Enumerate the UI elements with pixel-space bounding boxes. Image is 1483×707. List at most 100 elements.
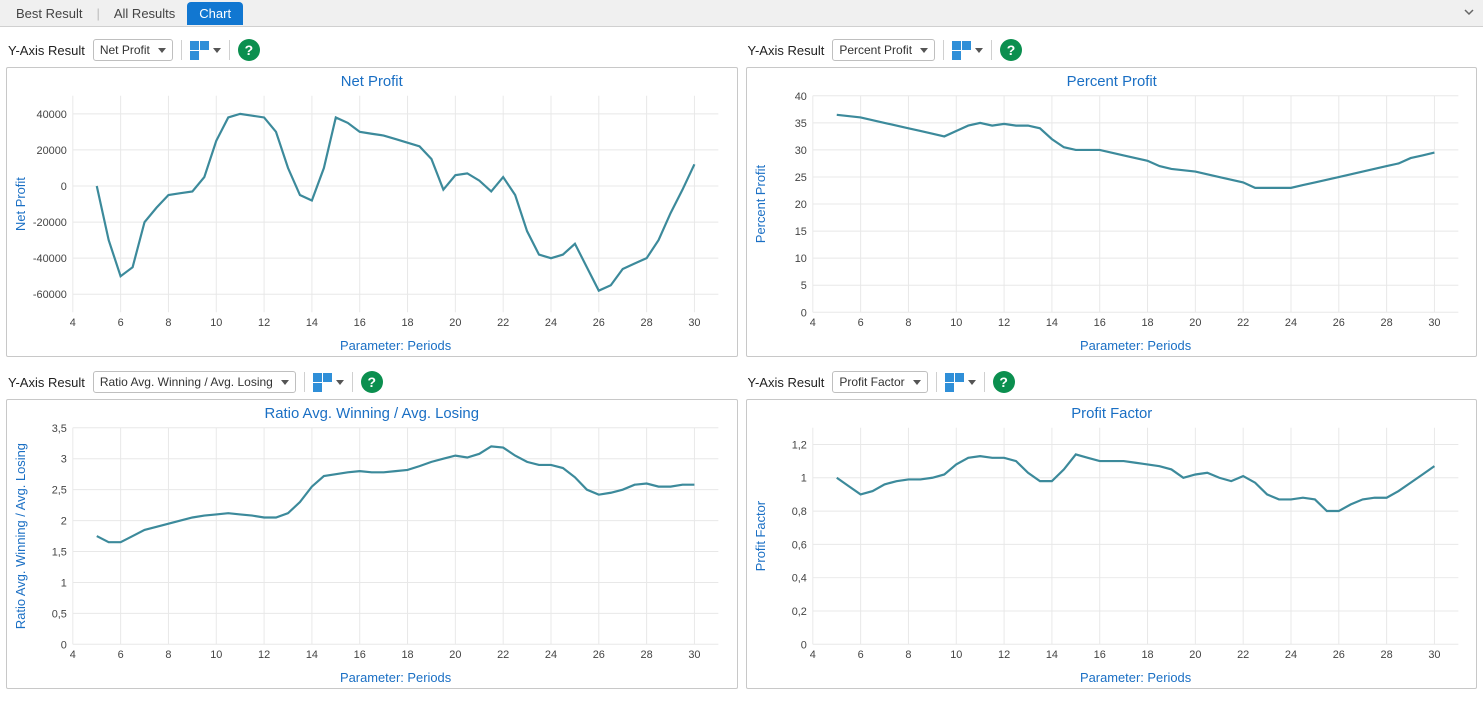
svg-text:20: 20 — [1189, 317, 1201, 329]
svg-text:26: 26 — [1332, 317, 1344, 329]
y-axis-result-label: Y-Axis Result — [748, 375, 825, 390]
y-axis-result-label: Y-Axis Result — [8, 375, 85, 390]
svg-text:28: 28 — [641, 317, 653, 329]
svg-text:26: 26 — [593, 649, 605, 661]
svg-text:30: 30 — [1428, 649, 1440, 661]
svg-text:6: 6 — [857, 317, 863, 329]
svg-text:40: 40 — [794, 91, 806, 103]
chart-area[interactable]: Ratio Avg. Winning / Avg. Losing00,511,5… — [6, 399, 738, 689]
palette-button[interactable] — [190, 41, 221, 60]
y-axis-result-label: Y-Axis Result — [748, 43, 825, 58]
y-axis-select[interactable]: Ratio Avg. Winning / Avg. Losing — [93, 371, 296, 393]
svg-text:12: 12 — [998, 649, 1010, 661]
svg-text:16: 16 — [354, 649, 366, 661]
svg-text:24: 24 — [545, 649, 557, 661]
chart-panel-2: Y-Axis Result Ratio Avg. Winning / Avg. … — [6, 365, 738, 689]
svg-text:14: 14 — [1045, 649, 1057, 661]
svg-text:16: 16 — [354, 317, 366, 329]
chevron-down-icon — [968, 380, 976, 385]
svg-text:10: 10 — [950, 649, 962, 661]
svg-text:10: 10 — [210, 649, 222, 661]
svg-text:-60000: -60000 — [33, 289, 67, 301]
svg-text:18: 18 — [1141, 649, 1153, 661]
toolbar-separator — [229, 40, 230, 60]
svg-text:Ratio Avg. Winning / Avg. Losi: Ratio Avg. Winning / Avg. Losing — [265, 406, 479, 422]
svg-text:26: 26 — [593, 317, 605, 329]
svg-text:18: 18 — [401, 649, 413, 661]
toolbar-separator — [936, 372, 937, 392]
svg-text:14: 14 — [306, 649, 318, 661]
chart-area[interactable]: Profit Factor00,20,40,60,811,24681012141… — [746, 399, 1478, 689]
palette-icon — [945, 373, 964, 392]
chart-toolbar: Y-Axis Result Percent Profit ? — [746, 33, 1478, 67]
svg-text:0,6: 0,6 — [791, 539, 806, 551]
svg-text:5: 5 — [800, 280, 806, 292]
chart-panel-0: Y-Axis Result Net Profit ? Net Profit-60… — [6, 33, 738, 357]
svg-text:25: 25 — [794, 172, 806, 184]
help-icon[interactable]: ? — [993, 371, 1015, 393]
svg-text:4: 4 — [70, 649, 76, 661]
svg-text:Parameter: Periods: Parameter: Periods — [340, 670, 451, 685]
toolbar-separator — [304, 372, 305, 392]
toolbar-separator — [181, 40, 182, 60]
svg-text:8: 8 — [165, 317, 171, 329]
chart-toolbar: Y-Axis Result Profit Factor ? — [746, 365, 1478, 399]
palette-button[interactable] — [952, 41, 983, 60]
svg-text:14: 14 — [1045, 317, 1057, 329]
svg-text:Percent Profit: Percent Profit — [753, 165, 768, 244]
svg-text:18: 18 — [401, 317, 413, 329]
tabbar: Best Result | All Results Chart — [0, 0, 1483, 27]
svg-text:6: 6 — [118, 317, 124, 329]
svg-text:20: 20 — [449, 317, 461, 329]
chart-area[interactable]: Net Profit-60000-40000-20000020000400004… — [6, 67, 738, 357]
help-icon[interactable]: ? — [238, 39, 260, 61]
svg-text:16: 16 — [1093, 317, 1105, 329]
help-icon[interactable]: ? — [1000, 39, 1022, 61]
svg-text:0,2: 0,2 — [791, 606, 806, 618]
chevron-down-icon — [336, 380, 344, 385]
svg-text:3: 3 — [61, 454, 67, 466]
svg-text:8: 8 — [905, 317, 911, 329]
help-icon[interactable]: ? — [361, 371, 383, 393]
y-axis-select[interactable]: Net Profit — [93, 39, 173, 61]
svg-text:20: 20 — [794, 199, 806, 211]
chart-area[interactable]: Percent Profit05101520253035404681012141… — [746, 67, 1478, 357]
palette-button[interactable] — [945, 373, 976, 392]
svg-text:22: 22 — [497, 317, 509, 329]
svg-text:0,8: 0,8 — [791, 506, 806, 518]
svg-text:20000: 20000 — [37, 145, 67, 157]
toolbar-separator — [984, 372, 985, 392]
tab-separator: | — [94, 6, 101, 21]
svg-text:2: 2 — [61, 516, 67, 528]
tab-all-results[interactable]: All Results — [102, 2, 187, 25]
palette-icon — [313, 373, 332, 392]
tab-chart[interactable]: Chart — [187, 2, 243, 25]
y-axis-select[interactable]: Profit Factor — [832, 371, 927, 393]
svg-text:8: 8 — [165, 649, 171, 661]
svg-text:30: 30 — [688, 317, 700, 329]
chevron-down-icon[interactable] — [1463, 6, 1475, 21]
chart-toolbar: Y-Axis Result Ratio Avg. Winning / Avg. … — [6, 365, 738, 399]
svg-text:12: 12 — [998, 317, 1010, 329]
svg-text:28: 28 — [1380, 649, 1392, 661]
svg-text:1,2: 1,2 — [791, 439, 806, 451]
svg-text:14: 14 — [306, 317, 318, 329]
svg-text:8: 8 — [905, 649, 911, 661]
svg-text:1: 1 — [800, 473, 806, 485]
svg-text:0: 0 — [800, 639, 806, 651]
svg-text:Parameter: Periods: Parameter: Periods — [1079, 338, 1190, 353]
chevron-down-icon — [213, 48, 221, 53]
palette-icon — [952, 41, 971, 60]
svg-text:Percent Profit: Percent Profit — [1066, 74, 1157, 90]
svg-text:0: 0 — [61, 181, 67, 193]
y-axis-select[interactable]: Percent Profit — [832, 39, 935, 61]
svg-text:Net Profit: Net Profit — [341, 74, 404, 90]
tab-best-result[interactable]: Best Result — [4, 2, 94, 25]
svg-text:0: 0 — [800, 307, 806, 319]
svg-text:22: 22 — [1237, 317, 1249, 329]
chart-panel-3: Y-Axis Result Profit Factor ? Profit Fac… — [746, 365, 1478, 689]
svg-text:20: 20 — [449, 649, 461, 661]
palette-button[interactable] — [313, 373, 344, 392]
svg-text:10: 10 — [794, 253, 806, 265]
svg-text:1: 1 — [61, 577, 67, 589]
